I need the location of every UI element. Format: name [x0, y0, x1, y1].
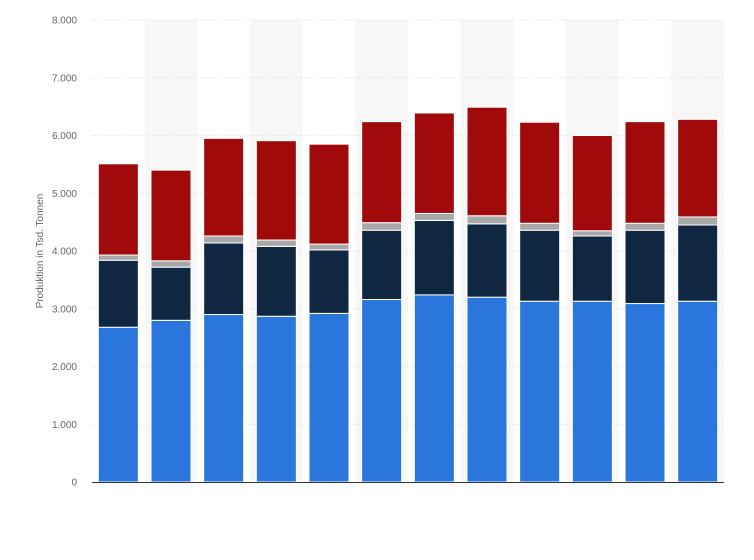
- bar-segment: [97, 326, 139, 483]
- y-tick-label: 6.000: [52, 131, 77, 142]
- bar-segment: [624, 222, 666, 231]
- bar-segment: [571, 235, 613, 302]
- bar-segment: [150, 260, 192, 268]
- bar-segment: [150, 319, 192, 483]
- bar-segment: [466, 223, 508, 298]
- bar-segment: [308, 243, 350, 251]
- y-tick-label: 5.000: [52, 189, 77, 200]
- bar-segment: [308, 143, 350, 245]
- bar-segment: [308, 249, 350, 314]
- y-tick-label: 8.000: [52, 16, 77, 27]
- bar-segment: [677, 224, 719, 302]
- bar-segment: [413, 112, 455, 214]
- bar-segment: [466, 215, 508, 225]
- bar-segment: [677, 118, 719, 218]
- bars: [97, 106, 719, 483]
- y-tick-label: 2.000: [52, 362, 77, 373]
- bar-segment: [624, 303, 666, 483]
- bar-segment: [255, 239, 297, 247]
- bar-segment: [519, 300, 561, 483]
- bar-segment: [150, 266, 192, 321]
- bar-segment: [571, 135, 613, 232]
- bar-segment: [203, 314, 245, 483]
- bar-segment: [466, 106, 508, 217]
- bar-segment: [624, 121, 666, 224]
- bar-segment: [413, 294, 455, 483]
- gridlines: [92, 19, 724, 425]
- y-axis-ticks: 0 1.000 2.000 3.000 4.000 5.000 6.000 7.000 8.00…: [52, 16, 77, 489]
- y-tick-label: 3.000: [52, 304, 77, 315]
- bar-segment: [203, 242, 245, 316]
- y-tick-label: 4.000: [52, 247, 77, 258]
- bar-segment: [466, 296, 508, 483]
- bar-segment: [677, 216, 719, 226]
- bar-segment: [361, 121, 403, 224]
- bar-segment: [519, 121, 561, 224]
- y-tick-label: 1.000: [52, 420, 77, 431]
- bar-segment: [308, 312, 350, 483]
- y-axis-label: Produktion in Tsd. Tonnen: [35, 194, 46, 309]
- y-tick-label: 0: [71, 478, 77, 489]
- bar-segment: [413, 219, 455, 296]
- bar-segment: [203, 137, 245, 237]
- bar-segment: [97, 259, 139, 328]
- bar-segment: [150, 169, 192, 262]
- bar-segment: [203, 235, 245, 244]
- bar-segment: [255, 315, 297, 483]
- bar-segment: [624, 229, 666, 305]
- bar-segment: [97, 254, 139, 261]
- bar-segment: [413, 212, 455, 221]
- bar-segment: [571, 300, 613, 483]
- bar-segment: [361, 299, 403, 483]
- bar-segment: [97, 163, 139, 256]
- bar-segment: [255, 140, 297, 241]
- bar-segment: [255, 245, 297, 317]
- bar-segment: [361, 222, 403, 231]
- y-tick-label: 7.000: [52, 73, 77, 84]
- bar-segment: [361, 229, 403, 301]
- bar-segment: [519, 222, 561, 231]
- bar-segment: [571, 230, 613, 237]
- bar-segment: [519, 229, 561, 302]
- bar-segment: [677, 300, 719, 483]
